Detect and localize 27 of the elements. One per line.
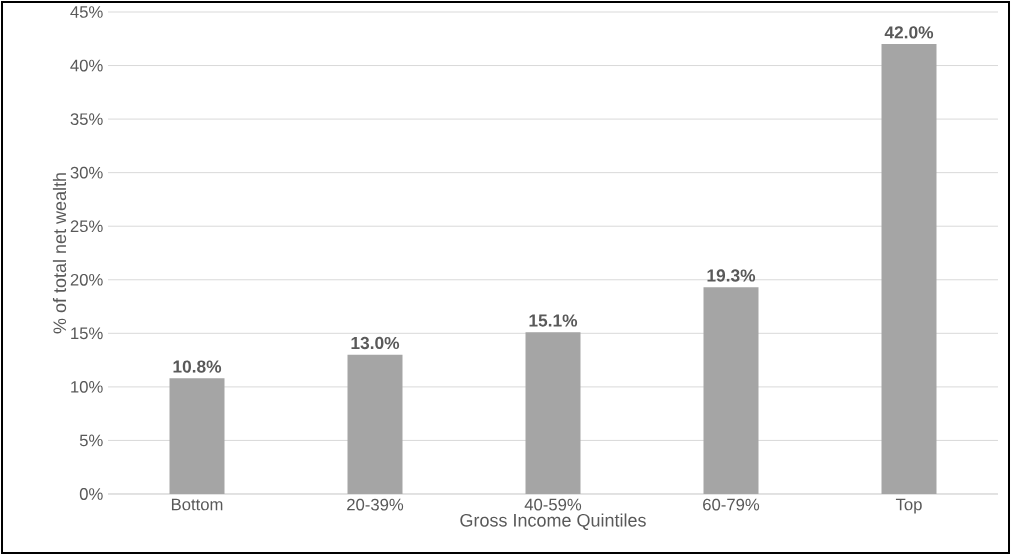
x-tick-label: 40-59%	[524, 498, 582, 511]
x-axis-title: Gross Income Quintiles	[460, 513, 646, 530]
bar	[881, 44, 937, 494]
y-tick-label: 45%	[70, 6, 103, 18]
bar	[169, 378, 225, 494]
x-tick-label: Top	[895, 498, 922, 514]
y-tick-label: 20%	[70, 273, 103, 286]
data-label: 19.3%	[707, 269, 756, 282]
y-tick-label: 0%	[79, 488, 103, 500]
x-tick-label: 60-79%	[703, 498, 760, 511]
y-tick-label: 25%	[70, 220, 103, 233]
bar	[703, 287, 759, 494]
y-tick-label: 15%	[71, 327, 103, 340]
bar	[347, 354, 403, 494]
bar	[525, 332, 581, 494]
data-label: 15.1%	[529, 314, 578, 327]
data-label: 13.0%	[351, 336, 400, 350]
y-tick-label: 5%	[79, 434, 103, 447]
y-tick-label: 10%	[71, 380, 103, 393]
data-label: 10.8%	[173, 360, 222, 373]
y-tick-label: 35%	[70, 113, 103, 125]
x-tick-label: Bottom	[171, 498, 223, 511]
y-tick-label: 40%	[70, 59, 103, 72]
data-label: 42.0%	[884, 26, 934, 39]
y-tick-label: 30%	[70, 166, 103, 179]
y-axis-title: % of total net wealth	[52, 173, 67, 334]
x-tick-label: 20-39%	[347, 498, 404, 511]
